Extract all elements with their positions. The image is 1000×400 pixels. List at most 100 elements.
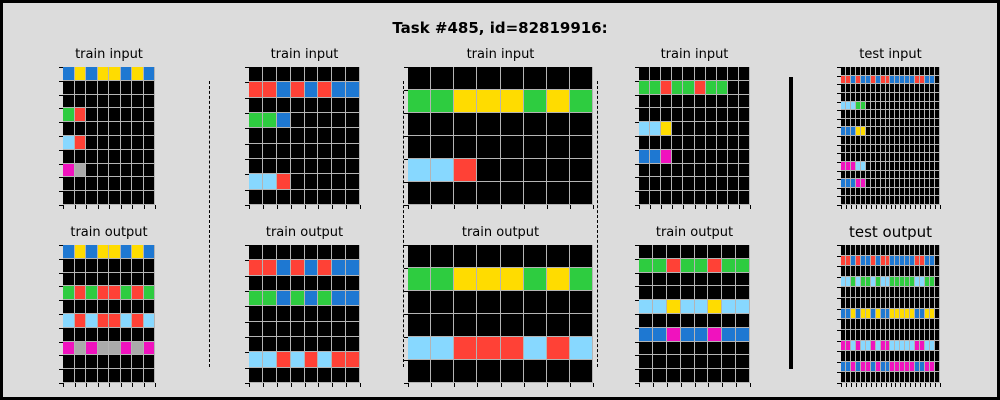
grid-cell — [650, 94, 662, 109]
grid-cell — [875, 255, 881, 267]
grid-cell — [930, 187, 936, 197]
grid-cell — [63, 286, 75, 301]
grid-cell — [895, 340, 901, 352]
grid-cell — [910, 187, 916, 197]
grid-cell — [666, 327, 681, 342]
grid-cell — [935, 187, 940, 197]
separator-solid — [789, 77, 793, 369]
grid-cell — [915, 329, 921, 341]
axis-tick — [59, 122, 63, 123]
grid-cell — [86, 163, 98, 178]
grid-cell — [920, 127, 926, 136]
grid-cell — [905, 351, 911, 362]
grid-cell — [905, 187, 911, 197]
grid-cell — [694, 80, 706, 95]
grid-cell — [477, 337, 501, 360]
grid-cell — [727, 122, 739, 136]
grid-cell — [249, 290, 263, 307]
grid-cell — [332, 82, 347, 98]
grid-cell — [885, 161, 891, 171]
grid-cell — [935, 136, 940, 145]
grid-cell — [850, 118, 856, 128]
axis-tick — [635, 259, 639, 260]
grid-cell — [855, 136, 861, 145]
grid-cell — [454, 245, 478, 268]
grid-cell — [650, 163, 662, 178]
grid-cell — [262, 82, 277, 98]
grid-cell — [132, 341, 144, 356]
axis-tick — [837, 76, 841, 77]
grid-cell — [930, 329, 936, 341]
grid-cell — [408, 182, 432, 205]
grid-cell — [845, 287, 851, 299]
grid-cell — [143, 272, 155, 287]
grid-cell — [683, 163, 695, 178]
axis-tick — [59, 342, 63, 343]
grid-cell — [935, 161, 940, 171]
grid-cell — [841, 319, 846, 330]
grid-cell — [860, 361, 866, 373]
grid-cell — [875, 144, 881, 154]
axis-tick — [245, 306, 249, 307]
axis-tick — [408, 205, 409, 209]
grid-cell — [905, 101, 911, 111]
axis-tick — [881, 383, 882, 387]
grid-cell — [290, 82, 305, 98]
grid-cell — [569, 291, 593, 314]
grid-cell — [930, 110, 936, 119]
grid-cell — [915, 187, 921, 197]
grid-cell — [900, 319, 906, 330]
grid-cell — [890, 179, 896, 188]
axis-tick — [404, 360, 408, 361]
grid-cell — [109, 163, 121, 178]
grid-cell — [736, 327, 750, 342]
grid-cell — [318, 321, 333, 337]
axis-tick — [866, 205, 867, 209]
grid-cell — [860, 161, 866, 171]
grid-cell — [870, 170, 876, 180]
grid-cell — [652, 245, 667, 259]
grid-cell — [477, 90, 501, 113]
grid-cell — [569, 360, 593, 383]
grid-cell — [935, 308, 940, 320]
grid-cell — [895, 329, 901, 341]
grid-cell — [890, 67, 896, 76]
axis-tick — [245, 190, 249, 191]
grid-cell — [132, 136, 144, 150]
grid-cell — [318, 336, 333, 353]
grid-cell — [738, 94, 750, 109]
grid-cell — [880, 298, 886, 309]
grid-6 — [639, 67, 750, 205]
grid-cell — [880, 287, 886, 299]
axis-tick — [856, 383, 857, 387]
grid-cell — [860, 144, 866, 154]
grid-cell — [885, 118, 891, 128]
grid-cell — [262, 97, 277, 113]
axis-tick — [63, 383, 64, 387]
grid-cell — [120, 258, 132, 273]
grid-cell — [870, 196, 876, 205]
grid-cell — [86, 245, 98, 259]
grid-cell — [143, 341, 155, 356]
grid-cell — [910, 84, 916, 93]
axis-tick — [837, 319, 841, 320]
axis-tick — [900, 383, 901, 387]
grid-cell — [132, 67, 144, 81]
axis-tick — [910, 205, 911, 209]
grid-cell — [910, 319, 916, 330]
grid-cell — [910, 372, 916, 383]
grid-cell — [86, 272, 98, 287]
axis-tick — [59, 108, 63, 109]
grid-cell — [905, 67, 911, 76]
grid-cell — [850, 287, 856, 299]
grid-cell — [920, 153, 926, 162]
grid-cell — [249, 82, 263, 98]
axis-tick — [650, 205, 651, 209]
grid-cell — [97, 286, 109, 301]
grid-cell — [935, 110, 940, 119]
grid-cell — [925, 298, 931, 309]
grid-cell — [910, 340, 916, 352]
grid-cell — [652, 341, 667, 356]
grid-cell — [885, 136, 891, 145]
grid-cell — [920, 266, 926, 277]
